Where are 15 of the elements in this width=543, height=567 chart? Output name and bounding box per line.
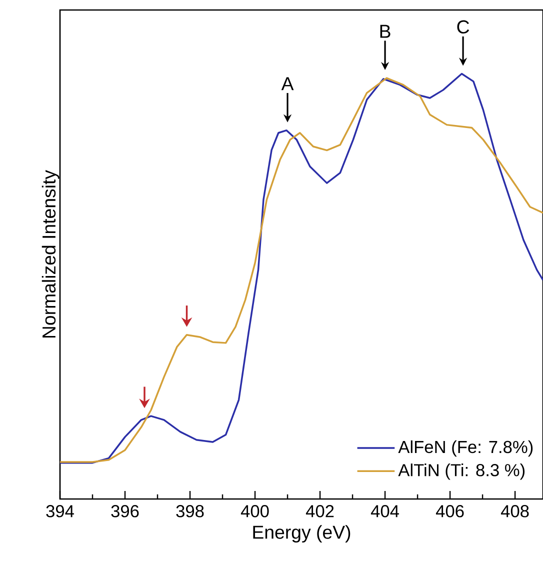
x-tick-label: 408	[500, 505, 529, 518]
y-axis-title: Normalized Intensity	[42, 170, 60, 338]
x-axis-title: Energy (eV)	[253, 525, 350, 543]
annotation: C	[457, 20, 470, 34]
x-tick-label: 394	[46, 505, 74, 518]
x-tick-label: 404	[370, 505, 399, 518]
legend-label: AlFeN (Fe: 7.8%)	[398, 440, 533, 457]
x-tick-label: 398	[176, 505, 204, 518]
annotation: B	[380, 24, 390, 38]
annotation: A	[281, 77, 294, 90]
x-tick-label: 406	[436, 505, 464, 518]
x-tick-label: 396	[111, 505, 139, 518]
x-tick-label: 402	[306, 505, 334, 518]
x-tick-label: 400	[240, 505, 269, 518]
legend-label: AlTiN (Ti: 8.3 %)	[398, 464, 525, 480]
